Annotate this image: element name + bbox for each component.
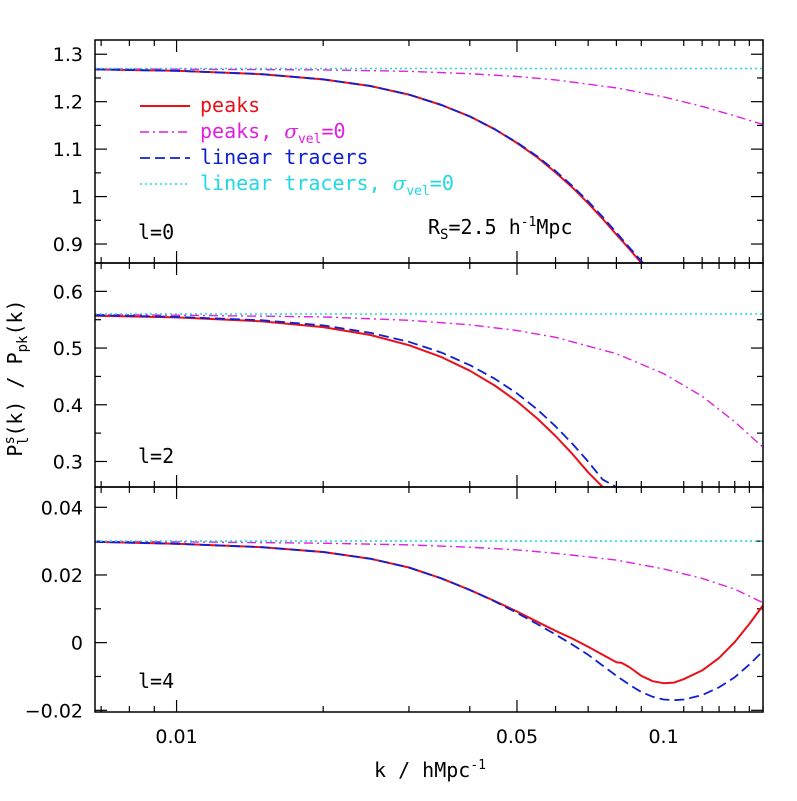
series-group bbox=[95, 313, 763, 487]
series-line bbox=[95, 314, 605, 487]
panel-0: 0.9 1 1.1 1.2 1.3 l=0 bbox=[53, 39, 764, 264]
series-line bbox=[95, 540, 763, 604]
y-tick-label: 1 bbox=[71, 187, 83, 209]
panel-2: −0.02 0 0.02 0.04 l=4 bbox=[25, 486, 764, 722]
panel-label: l=2 bbox=[138, 444, 174, 468]
series-line bbox=[95, 540, 763, 702]
y-tick-label: 0.5 bbox=[53, 338, 83, 360]
series-line bbox=[95, 314, 618, 487]
x-tick-label: 0.01 bbox=[155, 726, 197, 748]
x-axis-label: k / hMpc-1 bbox=[374, 758, 486, 782]
x-tick-label: 0.1 bbox=[648, 726, 678, 748]
y-tick-label: 1.2 bbox=[53, 92, 83, 114]
panel-frame bbox=[94, 262, 764, 488]
series-group bbox=[95, 67, 763, 263]
panel-label: l=4 bbox=[138, 669, 174, 693]
series-line bbox=[95, 313, 763, 448]
radius-annotation: RS=2.5 h-1Mpc bbox=[428, 215, 573, 243]
y-tick-label: 0 bbox=[71, 633, 83, 655]
y-tick-label: 0.3 bbox=[53, 451, 83, 473]
legend-label: peaks, σvel=0 bbox=[200, 119, 346, 147]
panel-label: l=0 bbox=[138, 220, 174, 244]
y-tick-label: 0.4 bbox=[53, 395, 83, 417]
series-line bbox=[95, 68, 672, 263]
panel-1: 0.3 0.4 0.5 0.6 l=2 bbox=[53, 262, 764, 488]
legend-label: linear tracers bbox=[200, 145, 369, 169]
y-tick-label: 0.6 bbox=[53, 281, 83, 303]
series-group bbox=[95, 540, 763, 702]
series-line bbox=[95, 540, 763, 685]
y-tick-label: 1.1 bbox=[53, 139, 83, 161]
legend-label: linear tracers, σvel=0 bbox=[200, 171, 454, 199]
panel-frame bbox=[94, 486, 764, 713]
panels-group: 0.9 1 1.1 1.2 1.3 l=0 0.3 0.4 0.5 0.6 l=2 −0.02 0 0.0… bbox=[25, 39, 764, 748]
y-axis-label: Psl(k) / Ppk(k) bbox=[2, 299, 32, 456]
series-line bbox=[95, 68, 763, 126]
y-tick-label: 1.3 bbox=[53, 44, 83, 66]
y-tick-label: 0.04 bbox=[41, 497, 83, 519]
y-tick-label: 0.9 bbox=[53, 234, 83, 256]
y-tick-label: 0.02 bbox=[41, 565, 83, 587]
y-tick-label: −0.02 bbox=[25, 700, 83, 722]
legend-label: peaks bbox=[200, 93, 260, 117]
x-tick-label: 0.05 bbox=[496, 726, 538, 748]
